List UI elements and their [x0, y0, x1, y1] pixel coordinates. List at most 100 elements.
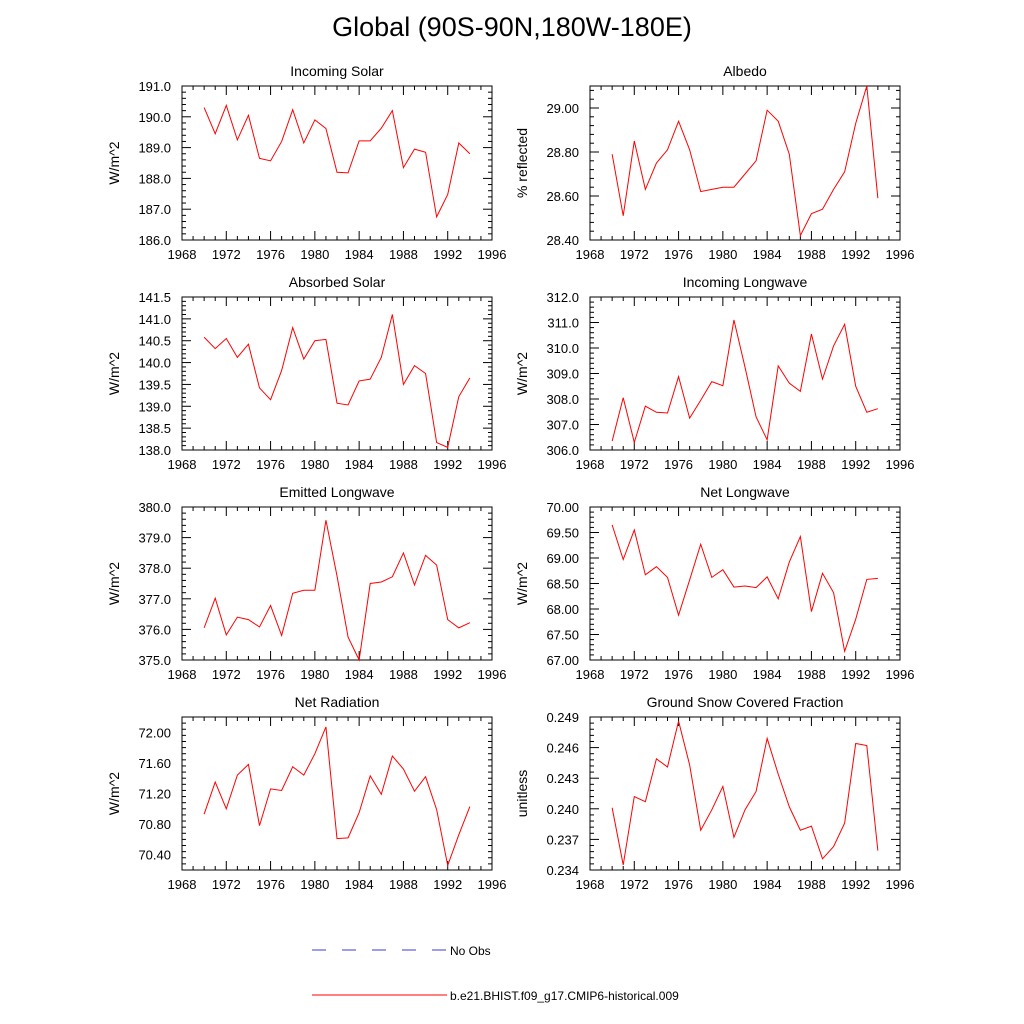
- x-tick-label: 1976: [256, 877, 285, 892]
- chart-panel-6: Net Longwave 1968 1972 1976 1980 1984 1988 1992…: [514, 484, 914, 682]
- x-tick-label: 1968: [168, 877, 197, 892]
- x-tick-label: 1996: [478, 247, 507, 262]
- y-tick-label: 0.240: [546, 802, 579, 817]
- x-tick-label: 1968: [576, 877, 605, 892]
- y-tick-label: 190.0: [138, 110, 171, 125]
- panel-title: Incoming Longwave: [683, 274, 808, 290]
- x-tick-label: 1976: [664, 877, 693, 892]
- series-line: [611, 524, 878, 654]
- chart-panel-4: Incoming Longwave 1968 1972 1976 1980 1984 198…: [514, 274, 914, 472]
- y-tick-label: 380.0: [138, 500, 171, 515]
- y-tick-label: 306.0: [546, 443, 579, 458]
- x-tick-label: 1984: [753, 877, 782, 892]
- y-tick-label: 70.00: [546, 500, 579, 515]
- x-tick-label: 1972: [620, 247, 649, 262]
- x-tick-label: 1980: [300, 247, 329, 262]
- x-tick-label: 1992: [841, 457, 870, 472]
- x-tick-label: 1968: [168, 667, 197, 682]
- plot-frame: [181, 296, 493, 451]
- x-tick-label: 1996: [886, 877, 915, 892]
- x-tick-label: 1996: [886, 457, 915, 472]
- x-tick-label: 1972: [620, 457, 649, 472]
- x-tick-label: 1988: [389, 457, 418, 472]
- y-tick-label: 71.60: [138, 756, 171, 771]
- y-tick-label: 28.40: [546, 233, 579, 248]
- plot-frame: [589, 85, 901, 241]
- chart-panel-1: Incoming Solar 1968 1972 1976 1980 1984 1988 19…: [106, 63, 506, 262]
- y-axis-label: W/m^2: [514, 352, 530, 395]
- x-tick-label: 1996: [478, 667, 507, 682]
- x-tick-label: 1992: [433, 877, 462, 892]
- x-tick-label: 1972: [212, 247, 241, 262]
- y-tick-label: 376.0: [138, 622, 171, 637]
- legend-label-no-obs: No Obs: [450, 944, 491, 958]
- x-tick-label: 1972: [620, 667, 649, 682]
- x-tick-label: 1992: [841, 877, 870, 892]
- x-tick-label: 1968: [576, 457, 605, 472]
- y-tick-label: 188.0: [138, 171, 171, 186]
- x-tick-label: 1976: [256, 247, 285, 262]
- y-tick-label: 72.00: [138, 725, 171, 740]
- y-tick-label: 69.00: [546, 551, 579, 566]
- y-tick-label: 138.5: [138, 421, 171, 436]
- x-tick-label: 1988: [797, 247, 826, 262]
- y-tick-label: 140.0: [138, 356, 171, 371]
- y-tick-label: 309.0: [546, 367, 579, 382]
- plot-frame: [181, 85, 493, 241]
- x-tick-label: 1984: [345, 457, 374, 472]
- x-tick-label: 1988: [389, 667, 418, 682]
- x-tick-label: 1968: [168, 247, 197, 262]
- x-tick-label: 1984: [345, 877, 374, 892]
- y-tick-label: 139.5: [138, 377, 171, 392]
- x-tick-label: 1980: [708, 877, 737, 892]
- x-tick-label: 1968: [168, 457, 197, 472]
- x-tick-label: 1996: [478, 457, 507, 472]
- x-tick-label: 1988: [389, 877, 418, 892]
- plot-frame: [589, 716, 901, 871]
- panel-title: Ground Snow Covered Fraction: [647, 694, 844, 710]
- y-tick-label: 141.5: [138, 290, 171, 305]
- x-tick-label: 1992: [841, 667, 870, 682]
- x-tick-label: 1988: [797, 667, 826, 682]
- y-tick-label: 379.0: [138, 531, 171, 546]
- y-tick-label: 191.0: [138, 79, 171, 94]
- y-tick-label: 0.234: [546, 863, 579, 878]
- chart-panel-8: Ground Snow Covered Fraction 1968 1972 1976…: [514, 694, 914, 892]
- panel-title: Incoming Solar: [290, 63, 384, 79]
- plot-frame: [181, 506, 493, 661]
- x-tick-label: 1992: [433, 457, 462, 472]
- x-tick-label: 1988: [797, 877, 826, 892]
- y-tick-label: 140.5: [138, 334, 171, 349]
- y-tick-label: 68.00: [546, 602, 579, 617]
- y-tick-label: 307.0: [546, 418, 579, 433]
- legend-label-model: b.e21.BHIST.f09_g17.CMIP6-historical.009: [450, 989, 679, 1003]
- x-tick-label: 1980: [708, 457, 737, 472]
- y-tick-label: 69.50: [546, 526, 579, 541]
- x-tick-label: 1976: [256, 457, 285, 472]
- x-tick-label: 1992: [433, 667, 462, 682]
- y-axis-label: W/m^2: [514, 562, 530, 605]
- series-line: [203, 726, 471, 868]
- panel-title: Emitted Longwave: [279, 484, 394, 500]
- y-tick-label: 378.0: [138, 561, 171, 576]
- series-line: [203, 520, 471, 662]
- y-axis-label: % reflected: [514, 128, 530, 198]
- y-tick-label: 0.243: [546, 771, 579, 786]
- y-tick-label: 311.0: [547, 316, 579, 331]
- y-tick-label: 189.0: [138, 141, 171, 156]
- y-tick-label: 67.00: [546, 653, 579, 668]
- y-tick-label: 68.50: [546, 577, 579, 592]
- x-tick-label: 1980: [300, 457, 329, 472]
- x-tick-label: 1984: [753, 457, 782, 472]
- y-axis-label: W/m^2: [106, 352, 122, 395]
- x-tick-label: 1988: [797, 457, 826, 472]
- y-tick-label: 71.20: [138, 787, 171, 802]
- series-line: [611, 85, 879, 238]
- x-tick-label: 1984: [753, 247, 782, 262]
- x-tick-label: 1980: [708, 247, 737, 262]
- x-tick-label: 1976: [256, 667, 285, 682]
- chart-panel-2: Albedo 1968 1972 1976 1980 1984 1988 1992 1996 28…: [514, 63, 914, 262]
- y-tick-label: 141.0: [138, 312, 171, 327]
- figure-title: Global (90S-90N,180W-180E): [332, 12, 692, 42]
